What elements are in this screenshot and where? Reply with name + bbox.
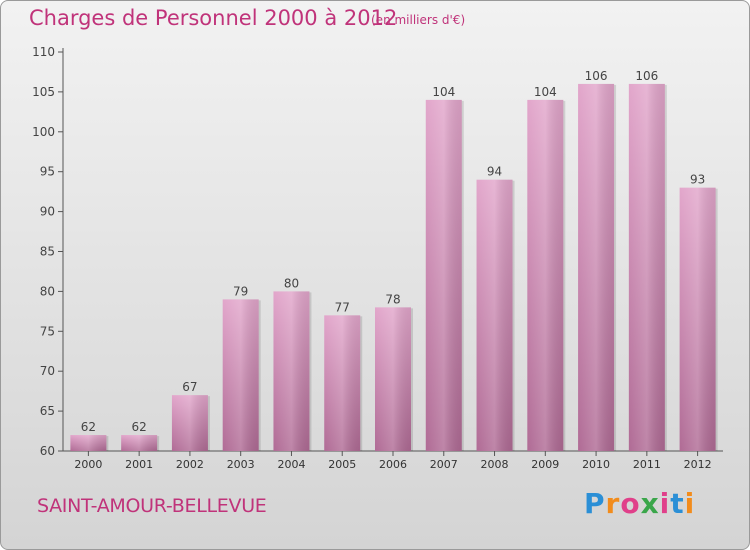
- bar-highlight: [324, 315, 361, 451]
- data-label: 104: [534, 85, 557, 99]
- logo-letter: t: [670, 487, 685, 520]
- bar-highlight: [476, 179, 513, 451]
- chart-subtitle: (en milliers d'€): [371, 13, 466, 27]
- y-tick-label: 85: [40, 245, 55, 259]
- x-tick-label: 2009: [531, 458, 559, 471]
- data-label: 62: [132, 420, 147, 434]
- y-tick-label: 80: [40, 284, 55, 298]
- x-tick-label: 2004: [277, 458, 305, 471]
- y-tick-label: 105: [32, 85, 55, 99]
- logo-letter: P: [584, 487, 606, 520]
- logo-letter: i: [659, 487, 671, 520]
- data-label: 67: [182, 380, 197, 394]
- data-label: 106: [585, 69, 608, 83]
- x-tick-label: 2008: [481, 458, 509, 471]
- data-label: 78: [385, 292, 400, 306]
- data-label: 79: [233, 284, 248, 298]
- y-tick-label: 75: [40, 324, 55, 338]
- logo-letter: x: [640, 487, 660, 520]
- x-tick-label: 2011: [633, 458, 661, 471]
- bar-highlight: [578, 83, 615, 452]
- chart-title: Charges de Personnel 2000 à 2012: [29, 6, 398, 30]
- y-tick-label: 95: [40, 165, 55, 179]
- data-label: 104: [432, 85, 455, 99]
- data-label: 80: [284, 276, 299, 290]
- x-tick-label: 2005: [328, 458, 356, 471]
- data-label: 93: [690, 173, 705, 187]
- bar-highlight: [273, 291, 310, 451]
- logo-letter: o: [620, 487, 641, 520]
- y-tick-label: 70: [40, 364, 55, 378]
- bar-highlight: [375, 307, 411, 451]
- bar-highlight: [70, 435, 107, 451]
- bar-highlight: [171, 395, 208, 451]
- logo-letter: i: [684, 487, 696, 520]
- data-label: 94: [487, 165, 502, 179]
- bar-highlight: [628, 83, 665, 452]
- x-tick-label: 2001: [125, 458, 153, 471]
- bar-highlight: [425, 99, 462, 451]
- y-tick-label: 100: [32, 125, 55, 139]
- x-tick-label: 2010: [582, 458, 610, 471]
- bar-highlight: [527, 99, 564, 451]
- data-label: 77: [335, 300, 350, 314]
- y-tick-label: 90: [40, 205, 55, 219]
- logo-letter: r: [605, 487, 621, 520]
- x-tick-label: 2000: [74, 458, 102, 471]
- proxiti-logo[interactable]: Proxiti: [584, 487, 695, 520]
- y-tick-label: 65: [40, 404, 55, 418]
- city-name: SAINT-AMOUR-BELLEVUE: [37, 495, 267, 517]
- data-label: 62: [81, 420, 96, 434]
- y-tick-label: 60: [40, 444, 55, 458]
- x-tick-label: 2012: [684, 458, 712, 471]
- data-label: 106: [635, 69, 658, 83]
- bar-highlight: [121, 435, 158, 451]
- x-tick-label: 2003: [227, 458, 255, 471]
- bar-highlight: [222, 299, 259, 451]
- x-tick-label: 2006: [379, 458, 407, 471]
- y-tick-label: 110: [32, 45, 55, 59]
- x-tick-label: 2002: [176, 458, 204, 471]
- bar-highlight: [679, 187, 716, 451]
- x-tick-label: 2007: [430, 458, 458, 471]
